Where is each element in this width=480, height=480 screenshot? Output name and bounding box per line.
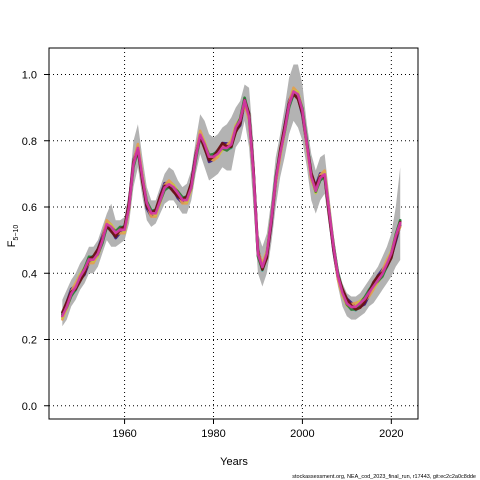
confidence-band-layer (62, 64, 401, 327)
y-axis-label-base: F (6, 240, 18, 247)
x-tick-label: 1960 (112, 428, 136, 440)
y-axis-label-subscript: 5−10 (13, 225, 20, 241)
y-tick-label: 0.6 (22, 202, 37, 214)
axes: 1960 1980 2000 2020 0.0 0.2 0.4 0.6 0.8 1.0 (22, 47, 419, 440)
series-layer (61, 86, 402, 321)
y-tick-label: 0.2 (22, 335, 37, 347)
confidence-band (62, 64, 401, 327)
y-tick-label: 0.0 (22, 401, 37, 413)
series-line-10 (61, 90, 402, 318)
plot-frame (48, 47, 419, 420)
axis-labels: Years F5−10 stockassessment.org, NEA_cod… (6, 225, 476, 480)
x-tick-label: 1980 (201, 428, 225, 440)
x-tick-label: 2000 (290, 428, 314, 440)
y-tick-label: 0.4 (22, 268, 37, 280)
y-tick-label: 0.8 (22, 136, 37, 148)
y-tick-label: 1.0 (22, 70, 37, 82)
x-axis-label: Years (220, 456, 248, 468)
x-tick-label: 2020 (379, 428, 403, 440)
y-axis-label: F5−10 (6, 225, 20, 248)
footnote: stockassessment.org, NEA_cod_2023_final_… (292, 474, 476, 480)
